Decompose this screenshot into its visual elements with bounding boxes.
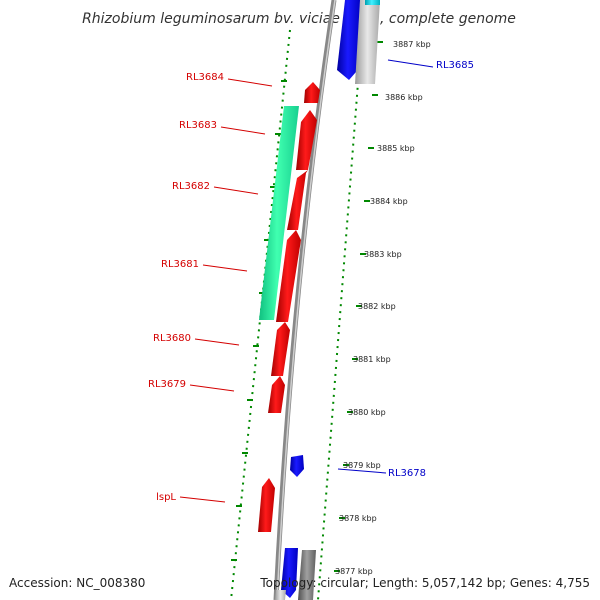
svg-text:RL3681: RL3681 [161, 259, 199, 270]
gene-label-RL3681[interactable]: RL3681 [161, 259, 248, 272]
gene-label-RL3679[interactable]: RL3679 [148, 379, 235, 392]
dark-gene-bottom [298, 550, 316, 600]
tick-label: 3880 kbp [348, 408, 386, 417]
svg-text:lspL: lspL [156, 492, 176, 503]
gene-RL3681-arrow [276, 230, 301, 322]
svg-text:RL3679: RL3679 [148, 379, 186, 390]
green-feature [259, 106, 299, 320]
cyan-gene-top [365, 0, 380, 5]
svg-text:RL3684: RL3684 [186, 72, 224, 83]
gene-label-RL3685[interactable]: RL3685 [387, 59, 474, 71]
tick-label: 3885 kbp [377, 144, 415, 153]
gene-label-RL3684[interactable]: RL3684 [186, 72, 273, 87]
tick-label: 3881 kbp [353, 355, 391, 364]
gene-RL3683-arrow [296, 110, 317, 170]
outer-ruler-line [317, 17, 364, 600]
tick-label: 3878 kbp [339, 514, 377, 523]
blue-gene-top [337, 0, 361, 80]
tick-label: 3886 kbp [385, 93, 423, 102]
gene-lspL-arrow [258, 478, 275, 532]
gene-label-RL3680[interactable]: RL3680 [153, 333, 240, 346]
gene-RL3679-arrow [268, 376, 285, 413]
genome-backbone-highlight [276, 0, 336, 600]
tick-label: 3877 kbp [335, 567, 373, 576]
svg-text:RL3683: RL3683 [179, 120, 217, 131]
gene-label-RL3682[interactable]: RL3682 [172, 181, 259, 195]
grey-gene-top [355, 0, 380, 84]
svg-text:RL3682: RL3682 [172, 181, 210, 192]
tick-label: 3879 kbp [343, 461, 381, 470]
blue-gene-bottom [281, 548, 298, 598]
grey-gene-bottom [275, 590, 286, 600]
topology-text: Topology: circular; Length: 5,057,142 bp… [259, 576, 590, 590]
map-title: Rhizobium leguminosarum bv. viciae 3841,… [82, 11, 516, 27]
gene-RL3678-arrow [290, 455, 304, 477]
svg-text:RL3680: RL3680 [153, 333, 191, 344]
genome-backbone [273, 0, 337, 600]
tick-label: 3883 kbp [364, 250, 402, 259]
tick-label: 3882 kbp [358, 302, 396, 311]
gene-RL3684-arrow [304, 82, 320, 103]
outer-tick-marks [334, 41, 383, 572]
gene-label-RL3683[interactable]: RL3683 [179, 120, 266, 135]
gene-RL3682-arrow [287, 170, 308, 230]
accession-text: Accession: NC_008380 [9, 576, 145, 590]
gene-RL3680-arrow [271, 322, 290, 376]
gene-label-RL3678[interactable]: RL3678 [337, 468, 426, 479]
tick-label: 3887 kbp [393, 40, 431, 49]
gene-label-lspL[interactable]: lspL [156, 492, 226, 503]
tick-label: 3884 kbp [370, 197, 408, 206]
svg-text:RL3678: RL3678 [388, 468, 426, 479]
svg-text:RL3685: RL3685 [436, 60, 474, 71]
